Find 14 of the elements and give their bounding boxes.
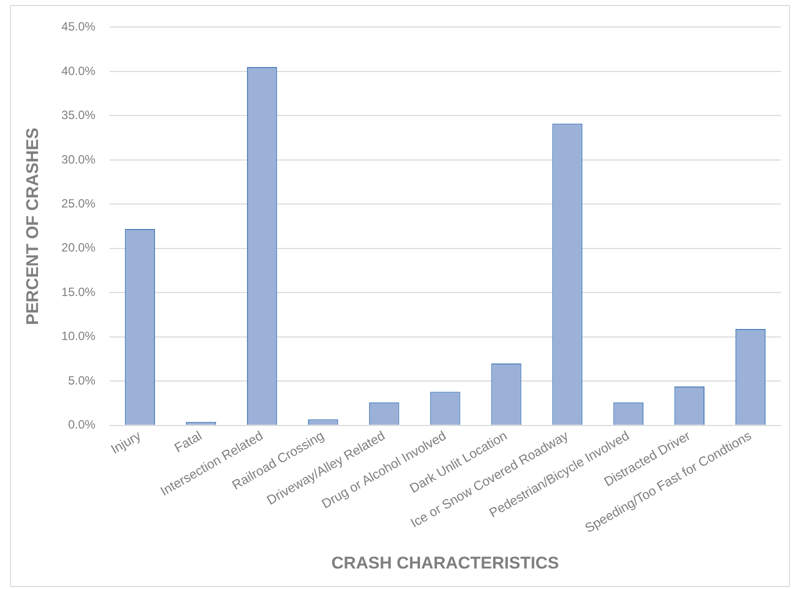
y-tick-label: 15.0% bbox=[61, 284, 96, 299]
y-tick-label: 45.0% bbox=[61, 20, 96, 34]
y-tick-label: 40.0% bbox=[61, 64, 96, 78]
x-axis-title: CRASH CHARACTERISTICS bbox=[331, 553, 560, 572]
y-tick-label: 35.0% bbox=[61, 108, 96, 122]
y-tick-label: 25.0% bbox=[61, 196, 96, 210]
y-axis-title: PERCENT OF CRASHES bbox=[22, 128, 42, 326]
x-tick-label: Fatal bbox=[172, 428, 204, 456]
y-tick-label: 10.0% bbox=[61, 329, 96, 344]
x-tick-label: Injury bbox=[108, 428, 144, 457]
y-tick-label: 0.0% bbox=[68, 418, 96, 432]
y-tick-label: 5.0% bbox=[68, 373, 96, 388]
y-tick-label: 20.0% bbox=[61, 240, 96, 255]
y-tick-label: 30.0% bbox=[61, 152, 96, 166]
